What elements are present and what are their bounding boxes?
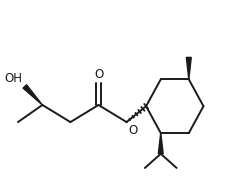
Polygon shape <box>23 85 42 105</box>
Text: OH: OH <box>5 72 23 85</box>
Polygon shape <box>186 57 191 79</box>
Text: O: O <box>94 68 103 81</box>
Polygon shape <box>158 133 163 154</box>
Text: O: O <box>129 124 138 137</box>
